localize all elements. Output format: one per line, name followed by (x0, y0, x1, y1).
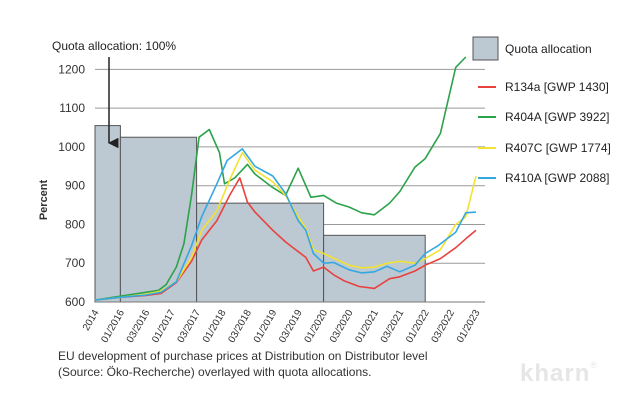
y-axis-label: Percent (38, 179, 50, 220)
x-tick-label: 01/2018 (201, 308, 229, 345)
y-tick-label: 800 (65, 217, 85, 231)
series-line-4 (94, 148, 477, 301)
x-tick-label: 03/2020 (328, 308, 356, 345)
quota-bar-2 (119, 136, 198, 303)
legend-label-3: R407C [GWP 1774] (505, 141, 611, 155)
x-tick-label: 03/2021 (379, 308, 407, 345)
quota-bar-1 (94, 125, 121, 303)
x-tick-label: 03/2017 (176, 308, 204, 345)
registered-mark: ® (590, 360, 598, 370)
caption: EU development of purchase prices at Dis… (58, 348, 488, 380)
legend-label-1: R134a [GWP 1430] (505, 80, 609, 94)
series-line-1 (94, 177, 477, 301)
x-tick-label: 03/2019 (277, 308, 305, 345)
y-tick-label: 1200 (58, 62, 85, 76)
legend-label-4: R410A [GWP 2088] (505, 171, 610, 185)
x-tick-label: 01/2023 (455, 308, 483, 345)
watermark-logo: kharn® (520, 360, 598, 388)
caption-line-1: EU development of purchase prices at Dis… (58, 349, 428, 363)
x-tick-label: 01/2016 (99, 308, 127, 345)
x-tick-label: 01/2019 (252, 308, 280, 345)
x-tick-label: 03/2016 (125, 308, 153, 345)
x-tick-label: 01/2017 (150, 308, 178, 345)
y-tick-label: 1100 (59, 101, 85, 115)
legend-swatch-quota (472, 36, 499, 61)
legend-label-2: R404A [GWP 3922] (505, 110, 610, 124)
x-tick-label: 01/2021 (353, 308, 381, 345)
x-tick-label: 2014 (81, 308, 102, 333)
series-line-2 (94, 56, 467, 301)
watermark-text: kharn (520, 360, 591, 387)
quota-bar-4 (323, 234, 426, 303)
y-tick-label: 900 (65, 179, 85, 193)
x-tick-label: 01/2022 (404, 308, 432, 345)
legend-label-quota: Quota allocation (505, 42, 592, 56)
x-tick-label: 01/2020 (303, 308, 331, 345)
caption-line-2: (Source: Öko-Recherche) overlayed with q… (58, 365, 372, 379)
y-tick-label: 700 (65, 256, 85, 270)
x-tick-label: 03/2018 (226, 308, 254, 345)
y-tick-label: 600 (65, 295, 85, 309)
y-tick-label: 1000 (58, 140, 85, 154)
quota-annotation: Quota allocation: 100% (52, 39, 176, 53)
x-tick-label: 03/2022 (430, 308, 458, 345)
